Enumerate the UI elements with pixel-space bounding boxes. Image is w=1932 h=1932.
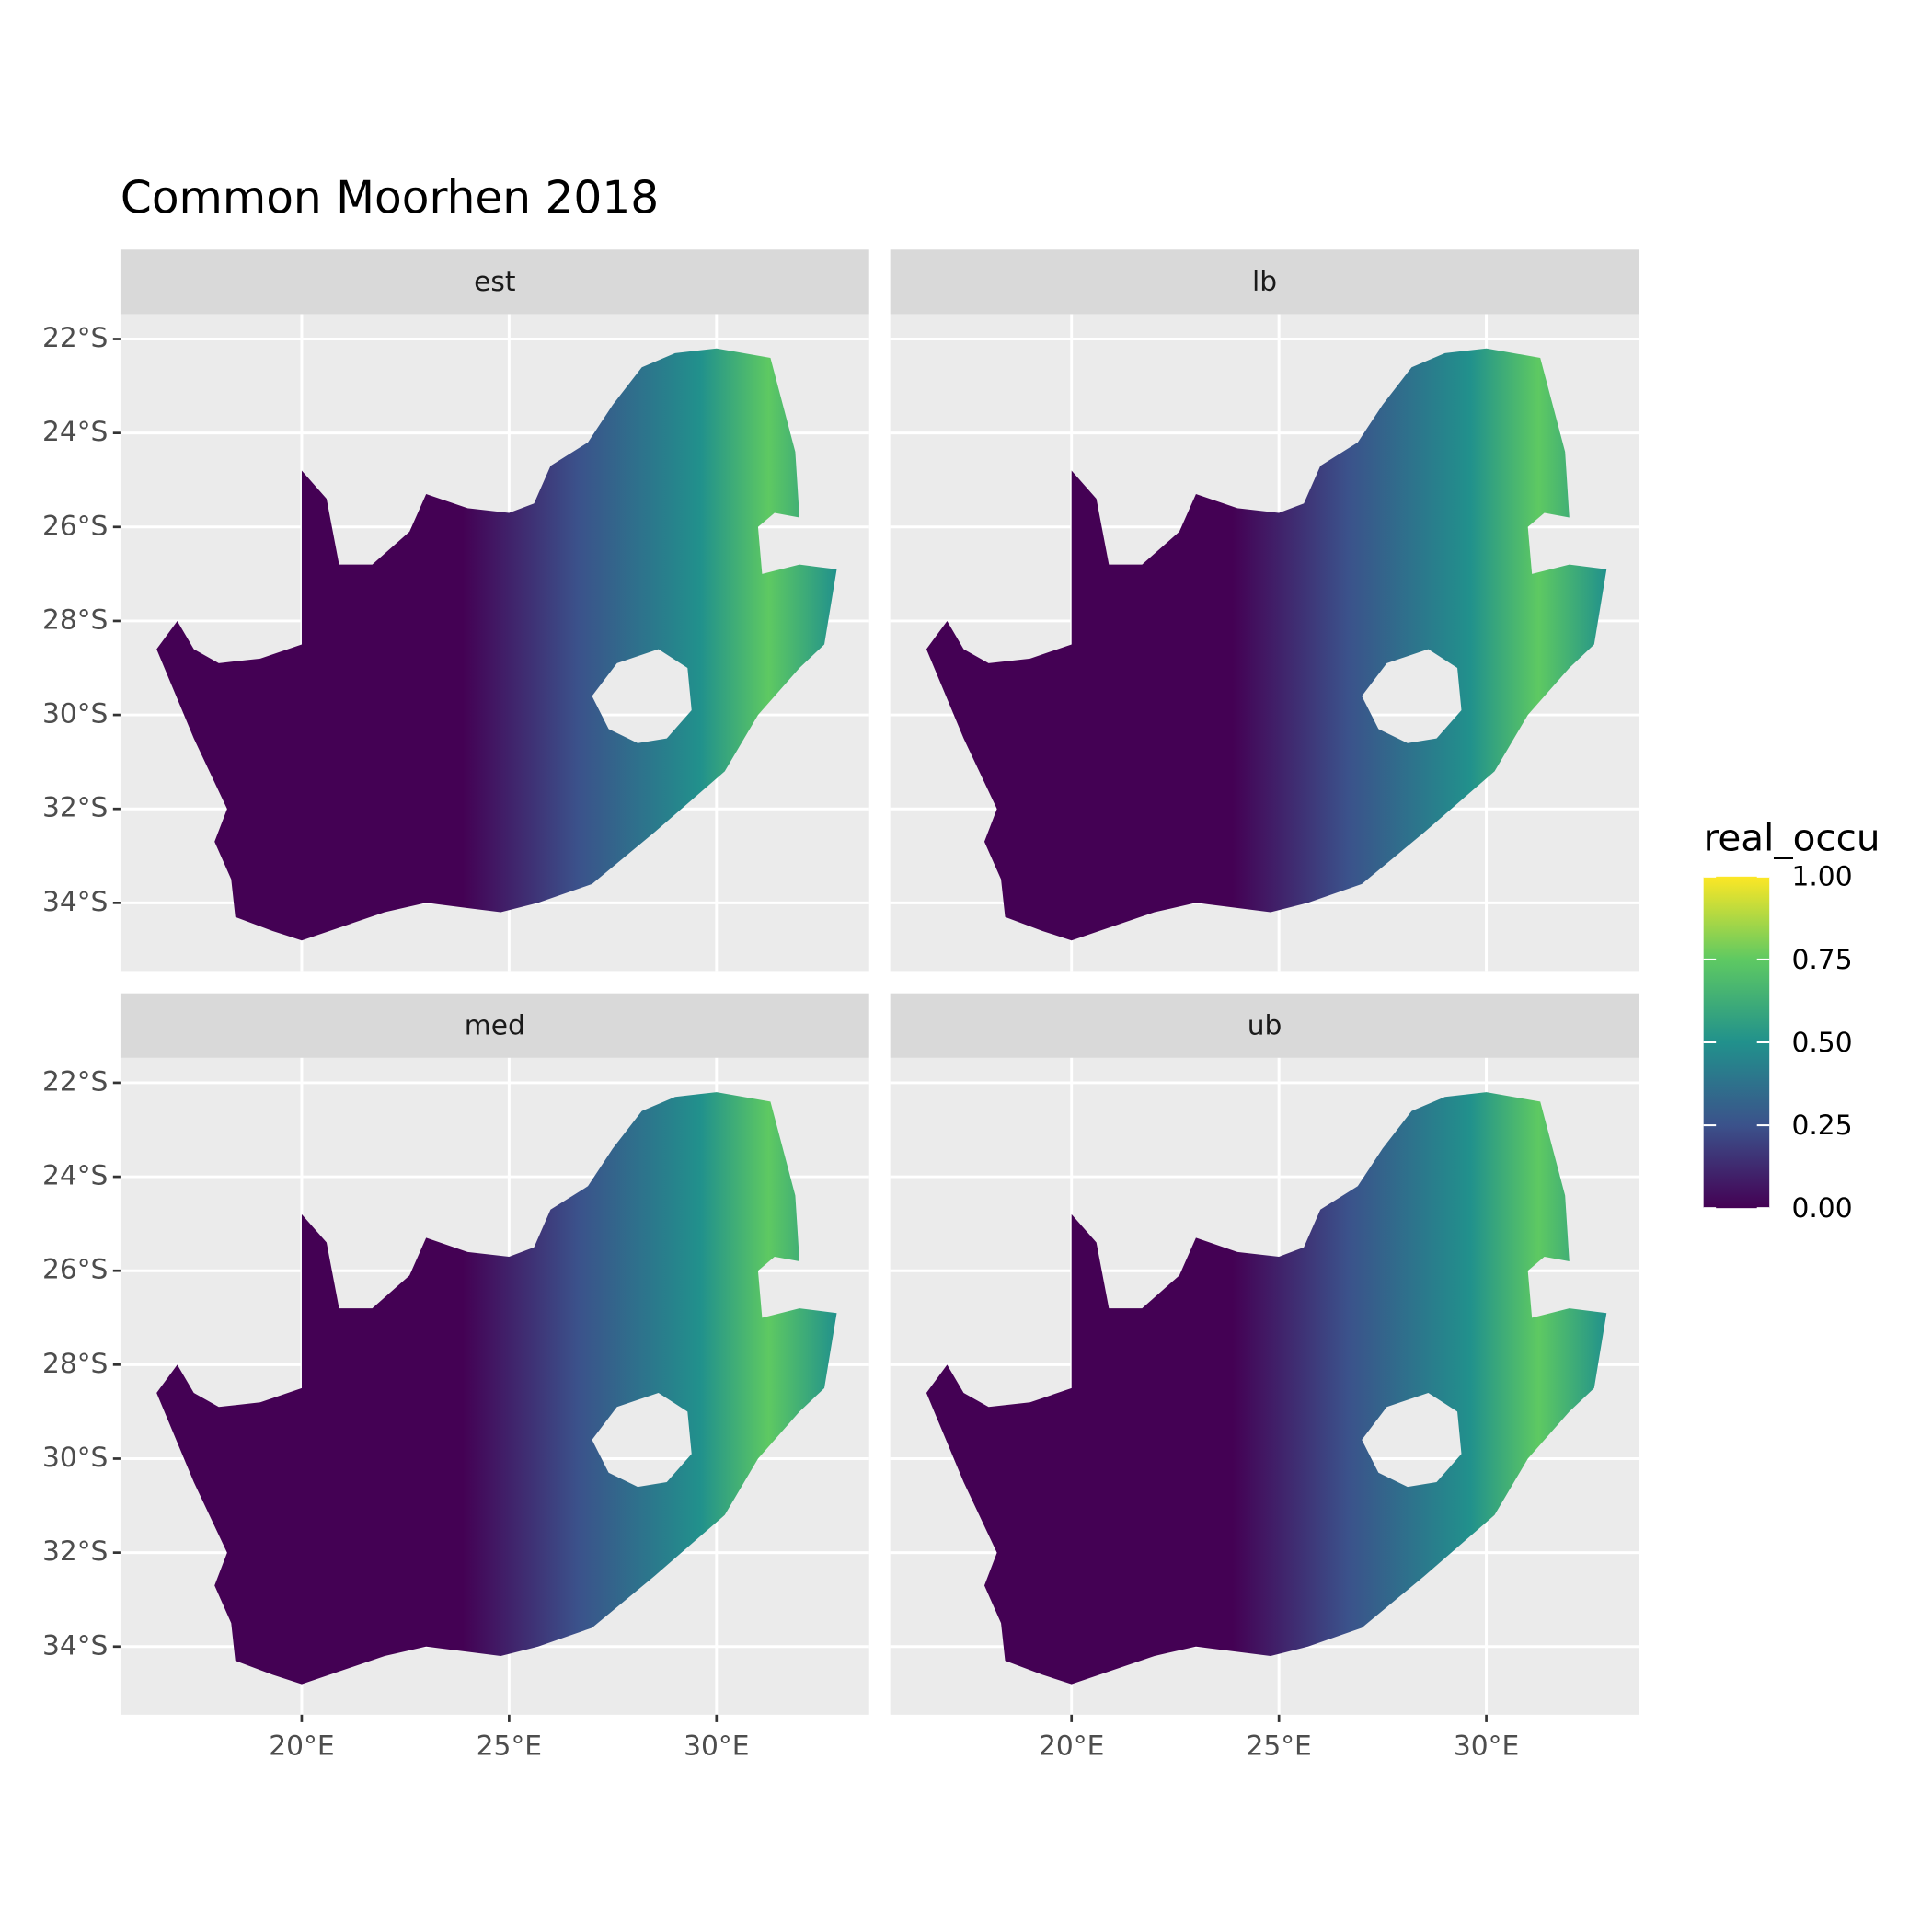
y-tick-label: 24°S bbox=[42, 1160, 108, 1192]
chart-title: Common Moorhen 2018 bbox=[121, 173, 659, 224]
y-tick-label: 28°S bbox=[42, 1348, 108, 1380]
x-tick-label: 25°E bbox=[1246, 1730, 1311, 1762]
y-tick-label: 32°S bbox=[42, 792, 108, 824]
y-tick-label: 34°S bbox=[42, 1629, 108, 1662]
x-tick-label: 20°E bbox=[269, 1730, 334, 1762]
facet-label: ub bbox=[1248, 1010, 1282, 1042]
y-tick-label: 22°S bbox=[42, 322, 108, 354]
strip bbox=[890, 993, 1639, 1058]
y-tick-label: 26°S bbox=[42, 1254, 108, 1286]
y-tick-label: 26°S bbox=[42, 510, 108, 542]
legend-label: 0.25 bbox=[1791, 1110, 1852, 1142]
y-tick-label: 32°S bbox=[42, 1535, 108, 1568]
occupancy-raster bbox=[926, 348, 1607, 941]
y-tick-label: 24°S bbox=[42, 416, 108, 448]
x-tick-label: 20°E bbox=[1039, 1730, 1104, 1762]
facet-label: med bbox=[465, 1010, 525, 1042]
x-tick-label: 30°E bbox=[684, 1730, 749, 1762]
legend-title: real_occu bbox=[1704, 816, 1880, 860]
strip bbox=[120, 249, 869, 315]
legend-label: 0.50 bbox=[1791, 1027, 1852, 1059]
legend-label: 0.75 bbox=[1791, 944, 1852, 976]
facet-label: lb bbox=[1252, 266, 1277, 298]
y-tick-label: 30°S bbox=[42, 698, 108, 730]
legend-label: 0.00 bbox=[1791, 1192, 1852, 1225]
occupancy-raster bbox=[156, 348, 837, 941]
x-tick-label: 25°E bbox=[477, 1730, 542, 1762]
strip bbox=[120, 993, 869, 1058]
occupancy-raster bbox=[926, 1092, 1607, 1685]
y-tick-label: 34°S bbox=[42, 886, 108, 918]
y-tick-label: 30°S bbox=[42, 1442, 108, 1474]
occupancy-raster bbox=[156, 1092, 837, 1685]
y-tick-label: 22°S bbox=[42, 1065, 108, 1098]
y-tick-label: 28°S bbox=[42, 604, 108, 636]
strip bbox=[890, 249, 1639, 315]
x-tick-label: 30°E bbox=[1454, 1730, 1519, 1762]
legend-label: 1.00 bbox=[1791, 861, 1852, 893]
facet-label: est bbox=[474, 266, 515, 298]
